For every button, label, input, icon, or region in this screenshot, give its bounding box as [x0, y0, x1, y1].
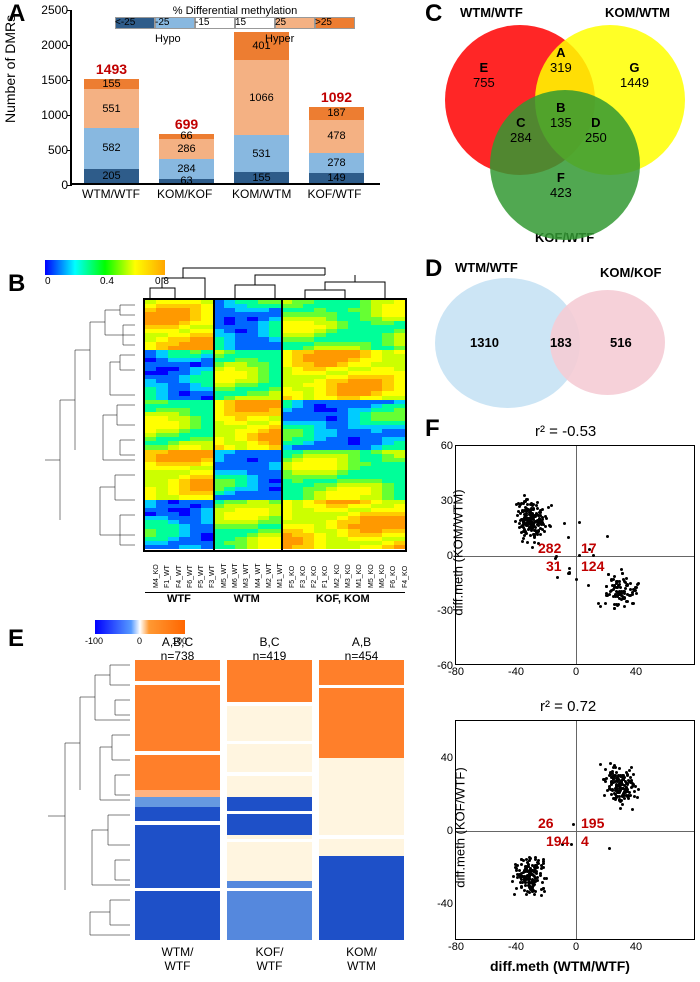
- venn-d-mid: 183: [550, 335, 572, 350]
- r2-1: r² = -0.53: [535, 423, 596, 440]
- venn-F: F423: [550, 170, 572, 200]
- scatter-1: r² = -0.53 -60-3003060-80-40040282173112…: [455, 445, 695, 665]
- venn-d-title-1: WTM/WTF: [455, 260, 518, 275]
- figure-container: A Number of DMRs 05001000150020002500155…: [0, 0, 700, 982]
- venn-c-title-1: WTM/WTF: [460, 5, 523, 20]
- legend-title: % Differential methylation: [115, 5, 355, 17]
- panel-f: r² = -0.53 -60-3003060-80-40040282173112…: [420, 420, 695, 975]
- scatter-2-area: -40040-80-40040261951944: [455, 720, 695, 940]
- scatter-xlabel: diff.meth (WTM/WTF): [490, 958, 630, 974]
- dendrogram-e: [30, 660, 130, 940]
- scatter-2: r² = 0.72 -40040-80-40040261951944 diff.…: [455, 720, 695, 940]
- cb-tick: 0: [45, 276, 51, 287]
- dendrogram-top: [145, 260, 405, 300]
- heatmap-b: [145, 300, 405, 550]
- scatter-2-ylabel: diff.meth (KOF/WTF): [453, 767, 468, 887]
- venn-E: E755: [473, 60, 495, 90]
- panel-e: -100 0 100 A,B,Cn=738WTM/WTFB,Cn=419KOF/…: [5, 620, 415, 975]
- legend-hypo: Hypo: [155, 33, 181, 45]
- venn-d-right: 516: [610, 335, 632, 350]
- cb-tick: 0.4: [100, 276, 114, 287]
- panel-a: Number of DMRs 0500100015002000250015555…: [15, 5, 385, 220]
- colorbar-e: [95, 620, 185, 634]
- venn-d-left: 1310: [470, 335, 499, 350]
- panel-a-ylabel: Number of DMRs: [2, 15, 18, 123]
- venn-G: G1449: [620, 60, 649, 90]
- venn-D: D250: [585, 115, 607, 145]
- panel-b: 0 0.4 0.8 M4_KOF1_WTF4_WTF6_WTF5_WTF3_WT…: [5, 260, 415, 610]
- panel-c: WTM/WTF KOM/WTM KOF/WTF E755 A319 G1449 …: [425, 5, 695, 245]
- venn-A: A319: [550, 45, 572, 75]
- panel-a-legend: % Differential methylation Hypo Hyper <-…: [115, 5, 355, 45]
- r2-2: r² = 0.72: [540, 698, 596, 715]
- cb-e-min: -100: [85, 636, 103, 646]
- scatter-1-ylabel: diff.meth (KOM/WTM): [451, 489, 466, 615]
- heatmap-e: [135, 660, 405, 940]
- venn-B: B135: [550, 100, 572, 130]
- venn-C: C284: [510, 115, 532, 145]
- venn-d-title-2: KOM/KOF: [600, 265, 661, 280]
- venn-c-title-2: KOM/WTM: [605, 5, 670, 20]
- legend-hyper: Hyper: [265, 33, 294, 45]
- dendrogram-left: [35, 300, 135, 550]
- scatter-1-area: -60-3003060-80-400402821731124: [455, 445, 695, 665]
- panel-d: WTM/WTF KOM/KOF 1310 183 516: [425, 260, 695, 410]
